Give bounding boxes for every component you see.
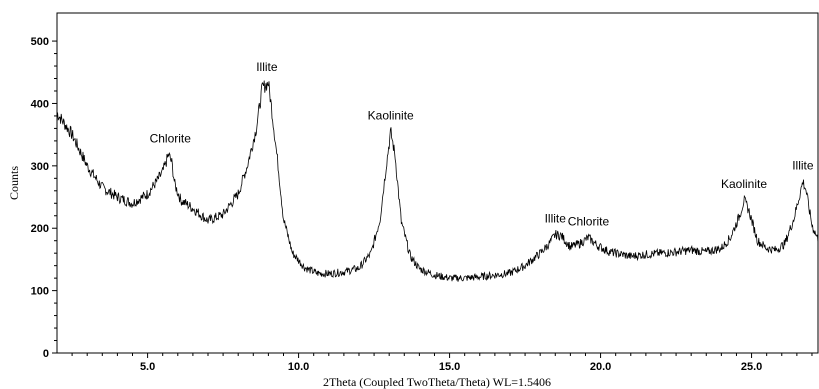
x-axis-title: 2Theta (Coupled TwoTheta/Theta) WL=1.540… (323, 375, 551, 389)
peak-label: Illite (792, 158, 814, 172)
x-tick-label: 20.0 (590, 361, 611, 373)
peak-label: Kaolinite (721, 177, 767, 191)
y-axis-ticks: 0 100 200 300 400 500 (31, 36, 57, 360)
plot-frame (56, 12, 819, 354)
y-tick-label: 100 (31, 286, 49, 298)
x-tick-label: 25.0 (741, 361, 762, 373)
diffraction-pattern-line (57, 80, 819, 282)
x-axis-ticks: 5.0 10.0 15.0 20.0 25.0 (71, 353, 813, 373)
x-tick-label: 15.0 (439, 361, 460, 373)
peak-label: Chlorite (150, 132, 192, 146)
peak-label: Kaolinite (368, 109, 414, 123)
y-axis-title: Counts (7, 166, 21, 200)
y-tick-label: 300 (31, 161, 49, 173)
x-tick-label: 10.0 (288, 361, 309, 373)
peak-label: Illite (256, 60, 278, 74)
y-tick-label: 400 (31, 98, 49, 110)
y-tick-label: 0 (43, 348, 49, 360)
y-tick-label: 500 (31, 36, 49, 48)
y-tick-label: 200 (31, 223, 49, 235)
peak-label: Illite (545, 211, 567, 225)
peak-label: Chlorite (568, 215, 610, 229)
x-tick-label: 5.0 (140, 361, 155, 373)
